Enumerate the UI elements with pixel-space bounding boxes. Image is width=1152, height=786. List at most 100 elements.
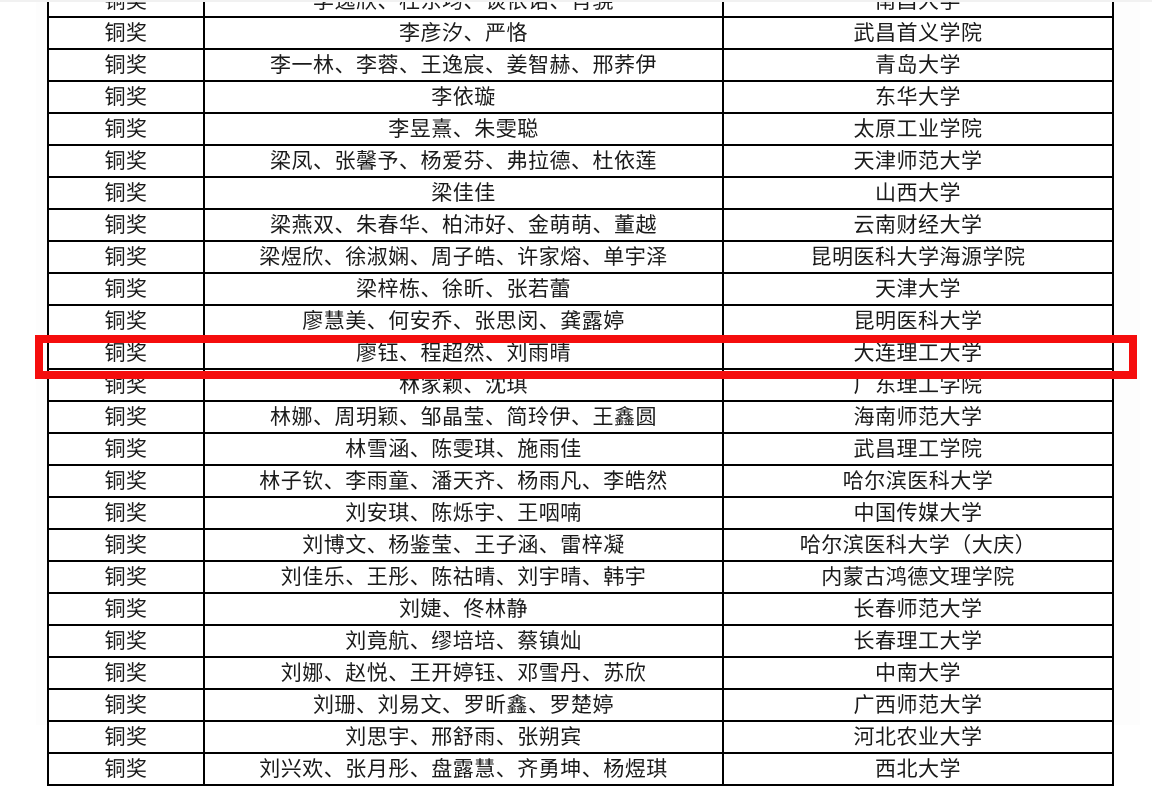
cell-school: 广东理工学院 xyxy=(722,368,1114,402)
cell-school: 海南师范大学 xyxy=(722,400,1114,434)
cell-school: 昆明医科大学 xyxy=(722,304,1114,338)
cell-award: 铜奖 xyxy=(47,144,205,178)
cell-school: 东华大学 xyxy=(722,80,1114,114)
cell-award: 铜奖 xyxy=(47,16,205,50)
cell-names: 廖钰、程超然、刘雨晴 xyxy=(203,336,724,370)
page-top-edge xyxy=(0,0,1152,2)
table-row: 铜奖 林雪涵、陈雯琪、施雨佳 武昌理工学院 xyxy=(47,432,1114,466)
cell-names: 李昱熹、朱雯聪 xyxy=(203,112,724,146)
table-row: 铜奖 刘珊、刘易文、罗昕鑫、罗楚婷 广西师范大学 xyxy=(47,688,1114,722)
cell-award: 铜奖 xyxy=(47,304,205,338)
cell-school: 山西大学 xyxy=(722,176,1114,210)
cell-award: 铜奖 xyxy=(47,464,205,498)
cell-award: 铜奖 xyxy=(47,400,205,434)
table-row: 铜奖 梁梓栋、徐昕、张若蕾 天津大学 xyxy=(47,272,1114,306)
cell-award: 铜奖 xyxy=(47,624,205,658)
cell-names: 李彦汐、严恪 xyxy=(203,16,724,50)
cell-school: 太原工业学院 xyxy=(722,112,1114,146)
table-row: 铜奖 刘兴欢、张月彤、盘露慧、齐勇坤、杨煜琪 西北大学 xyxy=(47,752,1114,786)
table-row: 铜奖 李依璇 东华大学 xyxy=(47,80,1114,114)
table-row: 铜奖 廖钰、程超然、刘雨晴 大连理工大学 xyxy=(47,336,1114,370)
table-row: 铜奖 李彦汐、严恪 武昌首义学院 xyxy=(47,16,1114,50)
cell-names: 刘博文、杨鉴莹、王子涵、雷梓凝 xyxy=(203,528,724,562)
cell-names: 廖慧美、何安乔、张思闵、龚露婷 xyxy=(203,304,724,338)
cell-names: 李逸欣、杜东均、谈依诺、肖骁 xyxy=(203,0,724,18)
cell-school: 河北农业大学 xyxy=(722,720,1114,754)
award-results-table: 铜奖 李逸欣、杜东均、谈依诺、肖骁 南昌大学 铜奖 李彦汐、严恪 武昌首义学院 铜奖 李一林、… xyxy=(47,0,1114,786)
cell-award: 铜奖 xyxy=(47,432,205,466)
cell-school: 哈尔滨医科大学 xyxy=(722,464,1114,498)
cell-names: 林雪涵、陈雯琪、施雨佳 xyxy=(203,432,724,466)
cell-school: 内蒙古鸿德文理学院 xyxy=(722,560,1114,594)
cell-names: 林家颖、沈琪 xyxy=(203,368,724,402)
cell-names: 李依璇 xyxy=(203,80,724,114)
cell-names: 李一林、李蓉、王逸宸、姜智赫、邢荞伊 xyxy=(203,48,724,82)
cell-award: 铜奖 xyxy=(47,208,205,242)
cell-names: 刘思宇、邢舒雨、张朔宾 xyxy=(203,720,724,754)
cell-names: 刘安琪、陈烁宇、王咽喃 xyxy=(203,496,724,530)
table-row: 铜奖 刘娜、赵悦、王开婷钰、邓雪丹、苏欣 中南大学 xyxy=(47,656,1114,690)
table-row: 铜奖 李一林、李蓉、王逸宸、姜智赫、邢荞伊 青岛大学 xyxy=(47,48,1114,82)
table-row: 铜奖 林娜、周玥颖、邹晶莹、简玲伊、王鑫圆 海南师范大学 xyxy=(47,400,1114,434)
table-row: 铜奖 刘婕、佟林静 长春师范大学 xyxy=(47,592,1114,626)
cell-school: 南昌大学 xyxy=(722,0,1114,18)
cell-award: 铜奖 xyxy=(47,368,205,402)
cell-names: 刘珊、刘易文、罗昕鑫、罗楚婷 xyxy=(203,688,724,722)
table-row: 铜奖 刘安琪、陈烁宇、王咽喃 中国传媒大学 xyxy=(47,496,1114,530)
cell-school: 昆明医科大学海源学院 xyxy=(722,240,1114,274)
cell-school: 青岛大学 xyxy=(722,48,1114,82)
cell-award: 铜奖 xyxy=(47,688,205,722)
table-row: 铜奖 刘竟航、缪培培、蔡镇灿 长春理工大学 xyxy=(47,624,1114,658)
table-row: 铜奖 梁煜欣、徐淑娴、周子皓、许家熔、单宇泽 昆明医科大学海源学院 xyxy=(47,240,1114,274)
cell-award: 铜奖 xyxy=(47,240,205,274)
cell-school: 长春师范大学 xyxy=(722,592,1114,626)
cell-school: 武昌理工学院 xyxy=(722,432,1114,466)
cell-school: 天津大学 xyxy=(722,272,1114,306)
cell-award: 铜奖 xyxy=(47,48,205,82)
cell-school: 中国传媒大学 xyxy=(722,496,1114,530)
cell-names: 梁煜欣、徐淑娴、周子皓、许家熔、单宇泽 xyxy=(203,240,724,274)
cell-school: 武昌首义学院 xyxy=(722,16,1114,50)
table-row: 铜奖 梁燕双、朱春华、柏沛好、金萌萌、董越 云南财经大学 xyxy=(47,208,1114,242)
cell-names: 梁梓栋、徐昕、张若蕾 xyxy=(203,272,724,306)
cell-names: 梁佳佳 xyxy=(203,176,724,210)
cell-school: 长春理工大学 xyxy=(722,624,1114,658)
cell-award: 铜奖 xyxy=(47,112,205,146)
cell-school: 天津师范大学 xyxy=(722,144,1114,178)
cell-names: 林子钦、李雨童、潘天齐、杨雨凡、李皓然 xyxy=(203,464,724,498)
table-row: 铜奖 刘博文、杨鉴莹、王子涵、雷梓凝 哈尔滨医科大学（大庆） xyxy=(47,528,1114,562)
cell-award: 铜奖 xyxy=(47,528,205,562)
cell-award: 铜奖 xyxy=(47,720,205,754)
cell-award: 铜奖 xyxy=(47,336,205,370)
cell-names: 梁凤、张馨予、杨爱芬、弗拉德、杜依莲 xyxy=(203,144,724,178)
award-table-body: 铜奖 李逸欣、杜东均、谈依诺、肖骁 南昌大学 铜奖 李彦汐、严恪 武昌首义学院 铜奖 李一林、… xyxy=(47,0,1114,786)
page-right-margin xyxy=(1140,0,1152,725)
cell-names: 刘竟航、缪培培、蔡镇灿 xyxy=(203,624,724,658)
cell-award: 铜奖 xyxy=(47,272,205,306)
table-row: 铜奖 梁凤、张馨予、杨爱芬、弗拉德、杜依莲 天津师范大学 xyxy=(47,144,1114,178)
table-row: 铜奖 林子钦、李雨童、潘天齐、杨雨凡、李皓然 哈尔滨医科大学 xyxy=(47,464,1114,498)
cell-school: 中南大学 xyxy=(722,656,1114,690)
cell-school: 西北大学 xyxy=(722,752,1114,786)
cell-award: 铜奖 xyxy=(47,80,205,114)
cell-award: 铜奖 xyxy=(47,752,205,786)
cell-names: 刘兴欢、张月彤、盘露慧、齐勇坤、杨煜琪 xyxy=(203,752,724,786)
cell-award: 铜奖 xyxy=(47,560,205,594)
cell-names: 刘娜、赵悦、王开婷钰、邓雪丹、苏欣 xyxy=(203,656,724,690)
cell-names: 梁燕双、朱春华、柏沛好、金萌萌、董越 xyxy=(203,208,724,242)
page-left-margin xyxy=(0,0,36,725)
cell-school: 云南财经大学 xyxy=(722,208,1114,242)
cell-names: 刘婕、佟林静 xyxy=(203,592,724,626)
cell-names: 刘佳乐、王彤、陈祜晴、刘宇晴、韩宇 xyxy=(203,560,724,594)
cell-school: 广西师范大学 xyxy=(722,688,1114,722)
table-row: 铜奖 刘思宇、邢舒雨、张朔宾 河北农业大学 xyxy=(47,720,1114,754)
cell-award: 铜奖 xyxy=(47,496,205,530)
cell-award: 铜奖 xyxy=(47,656,205,690)
table-row: 铜奖 梁佳佳 山西大学 xyxy=(47,176,1114,210)
table-row: 铜奖 刘佳乐、王彤、陈祜晴、刘宇晴、韩宇 内蒙古鸿德文理学院 xyxy=(47,560,1114,594)
table-row: 铜奖 廖慧美、何安乔、张思闵、龚露婷 昆明医科大学 xyxy=(47,304,1114,338)
cell-award: 铜奖 xyxy=(47,592,205,626)
cell-names: 林娜、周玥颖、邹晶莹、简玲伊、王鑫圆 xyxy=(203,400,724,434)
table-row: 铜奖 李逸欣、杜东均、谈依诺、肖骁 南昌大学 xyxy=(47,0,1114,18)
